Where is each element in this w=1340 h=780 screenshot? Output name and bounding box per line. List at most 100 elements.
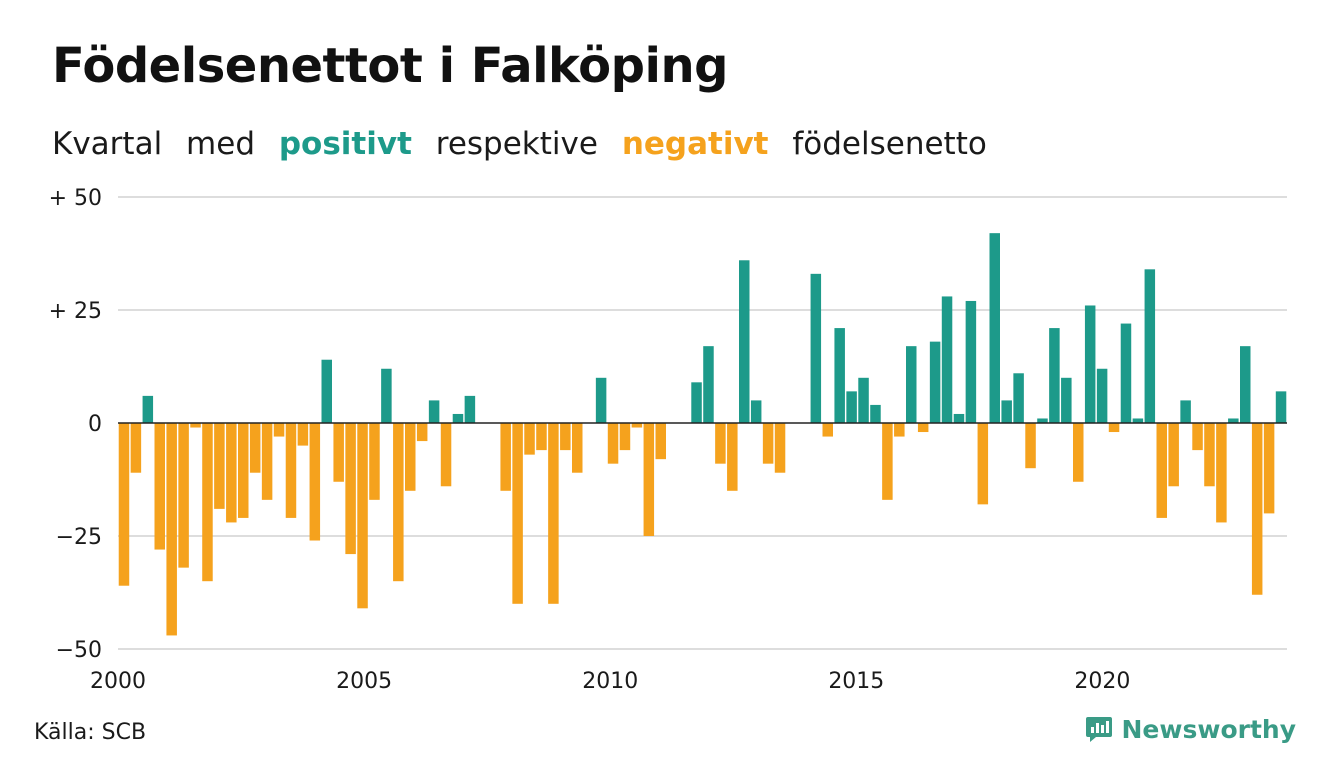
bar-negative [894, 423, 905, 437]
bar-negative [727, 423, 738, 491]
bar-negative [607, 423, 619, 464]
bar-positive [1132, 418, 1144, 423]
bar-positive [595, 377, 607, 423]
bar-negative [261, 423, 273, 500]
bar-positive [810, 273, 822, 423]
bar-negative [536, 423, 547, 451]
bar-positive [1180, 400, 1191, 423]
y-tick-label: 0 [88, 412, 102, 437]
x-tick-label: 2015 [828, 669, 884, 694]
bar-negative [524, 423, 535, 455]
brand-name: Newsworthy [1121, 714, 1297, 744]
bar-positive [1096, 368, 1108, 423]
bar-negative [715, 423, 726, 464]
y-axis-ticks: + 50 + 25 0 −25 −50 [49, 186, 102, 663]
bar-negative [214, 423, 225, 509]
bar-negative [297, 423, 309, 446]
bars [118, 233, 1287, 636]
bar-negative [1251, 423, 1263, 595]
bar-negative [512, 423, 523, 604]
bar-negative [405, 423, 416, 491]
source-note: Källa: SCB [34, 720, 147, 745]
bar-negative [369, 423, 380, 500]
bar-negative [1073, 423, 1084, 482]
bar-positive [906, 346, 917, 423]
bar-negative [345, 423, 356, 555]
bar-negative [1108, 423, 1120, 433]
bar-negative [393, 423, 404, 582]
bar-positive [1061, 377, 1072, 423]
bar-negative [190, 423, 201, 428]
subtitle-word: födelsenetto [792, 126, 987, 162]
bar-negative [238, 423, 249, 518]
bar-negative [309, 423, 321, 541]
subtitle-word: respektive [435, 126, 598, 162]
x-tick-label: 2010 [582, 669, 638, 694]
y-tick-label: −25 [56, 525, 102, 550]
bar-negative [166, 423, 177, 636]
bar-positive [1049, 328, 1060, 423]
bar-negative [619, 423, 631, 451]
chart-title: Födelsenettot i Falköping [52, 38, 729, 94]
subtitle-word: Kvartal [52, 126, 163, 162]
bar-positive [1037, 418, 1048, 423]
bar-negative [977, 423, 989, 505]
bar-positive [1240, 346, 1251, 423]
bar-positive [452, 413, 464, 423]
x-tick-label: 2020 [1074, 669, 1130, 694]
bar-positive [739, 260, 750, 423]
bar-negative [1025, 423, 1036, 469]
bar-negative [226, 423, 237, 523]
bar-negative [774, 423, 786, 473]
bar-negative [273, 423, 285, 437]
bar-negative [333, 423, 344, 482]
bar-positive [989, 233, 1000, 423]
brand: Newsworthy [1084, 714, 1297, 744]
bar-positive [965, 300, 977, 423]
bar-positive [1084, 305, 1096, 423]
bar-positive [953, 413, 965, 423]
bar-negative [249, 423, 261, 473]
bar-positive [870, 404, 881, 423]
bar-positive [1120, 323, 1132, 423]
bar-negative [1168, 423, 1179, 487]
bar-negative [917, 423, 929, 433]
newsworthy-logo-icon [1085, 717, 1112, 742]
bar-negative [416, 423, 428, 442]
bar-negative [500, 423, 511, 491]
bar-positive [858, 377, 869, 423]
bar-negative [643, 423, 655, 536]
bar-positive [428, 400, 440, 423]
bar-negative [440, 423, 452, 487]
bar-negative [285, 423, 297, 518]
subtitle-negative-keyword: negativt [621, 126, 769, 162]
bar-positive [846, 391, 857, 423]
x-axis-ticks: 2000 2005 2010 2015 2020 [90, 669, 1130, 694]
bar-negative [822, 423, 833, 437]
bar-positive [321, 359, 332, 423]
bar-positive [1275, 391, 1287, 423]
bar-negative [548, 423, 559, 604]
bar-negative [1156, 423, 1167, 518]
subtitle-positive-keyword: positivt [278, 126, 412, 162]
bar-positive [381, 368, 392, 423]
bar-negative [572, 423, 583, 473]
bar-negative [1204, 423, 1215, 487]
bar-negative [178, 423, 189, 568]
bar-positive [834, 328, 845, 423]
bar-negative [1263, 423, 1275, 514]
bar-negative [882, 423, 893, 500]
bar-positive [142, 395, 154, 423]
bar-positive [1228, 418, 1239, 423]
y-tick-label: + 50 [49, 186, 102, 211]
bar-positive [750, 400, 762, 423]
bar-negative [154, 423, 165, 550]
bar-positive [1144, 269, 1156, 423]
bar-negative [118, 423, 130, 586]
bar-negative [357, 423, 368, 609]
bar-positive [941, 296, 953, 423]
y-tick-label: −50 [56, 638, 102, 663]
bar-positive [929, 341, 941, 423]
bar-positive [1001, 400, 1012, 423]
